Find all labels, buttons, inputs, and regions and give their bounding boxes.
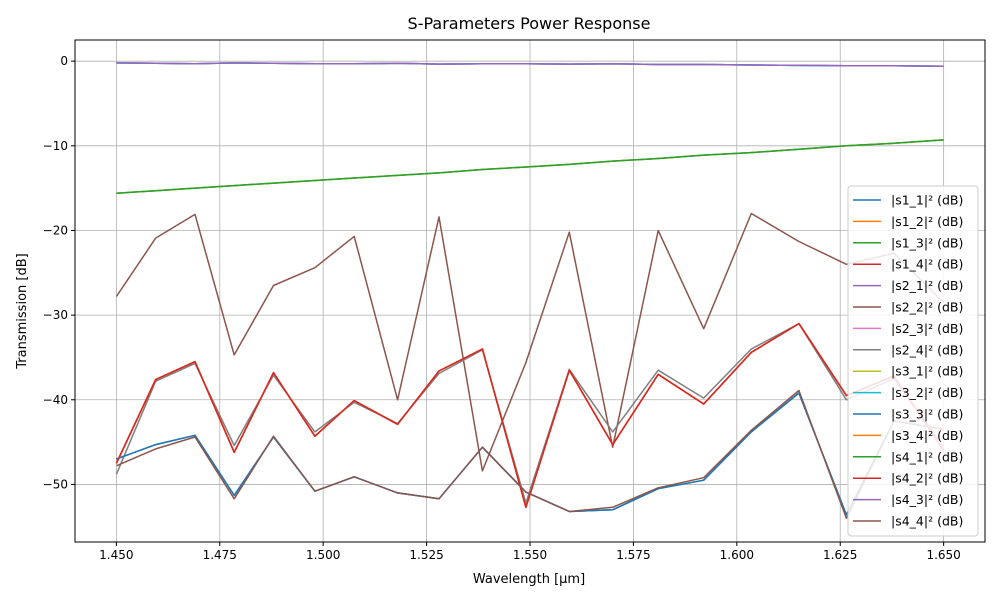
y-tick-label: −30 [43,308,68,322]
y-tick-label: −40 [43,393,68,407]
series-lines [115,62,945,520]
y-tick-label: −50 [43,477,68,491]
x-tick-label: 1.600 [720,548,754,562]
x-tick-label: 1.475 [203,548,237,562]
legend-label: |s1_2|² (dB) [891,214,963,229]
legend-label: |s4_2|² (dB) [891,471,963,486]
x-tick-label: 1.500 [306,548,340,562]
x-tick-label: 1.625 [823,548,857,562]
x-axis-label: Wavelength [µm] [473,572,585,587]
y-axis-label: Transmission [dB] [15,253,30,369]
series-line-6 [115,212,945,472]
series-line-14 [115,322,945,509]
legend-label: |s2_3|² (dB) [891,321,963,336]
legend-label: |s2_2|² (dB) [891,300,963,315]
legend-label: |s4_4|² (dB) [891,514,963,529]
series-line-15 [116,62,944,67]
legend-label: |s4_3|² (dB) [891,492,963,507]
legend-label: |s1_1|² (dB) [891,193,963,208]
legend-label: |s3_3|² (dB) [891,407,963,422]
legend-label: |s1_4|² (dB) [891,257,963,272]
series-line-13 [116,139,944,194]
grid [75,40,985,542]
legend-label: |s2_1|² (dB) [891,278,963,293]
y-tick-label: 0 [60,54,68,68]
legend-label: |s4_1|² (dB) [891,449,963,464]
y-tick-label: −20 [43,223,68,237]
legend-label: |s3_4|² (dB) [891,428,963,443]
chart-title: S-Parameters Power Response [408,14,651,33]
legend-label: |s2_4|² (dB) [891,342,963,357]
legend: |s1_1|² (dB) |s1_2|² (dB) |s1_3|² (dB) |s1_… [847,185,979,537]
series-line-16 [116,389,944,520]
legend-label: |s3_2|² (dB) [891,385,963,400]
y-tick-label: −10 [43,139,68,153]
x-tick-label: 1.450 [99,548,133,562]
legend-label: |s1_3|² (dB) [891,235,963,250]
legend-box [847,185,979,537]
x-tick-label: 1.650 [926,548,960,562]
axis-ticks: 1.450 1.475 1.500 1.525 1.550 1.575 1.600 1.625… [43,54,961,562]
x-tick-label: 1.525 [409,548,443,562]
x-tick-label: 1.575 [616,548,650,562]
x-tick-label: 1.550 [513,548,547,562]
legend-label: |s3_1|² (dB) [891,364,963,379]
